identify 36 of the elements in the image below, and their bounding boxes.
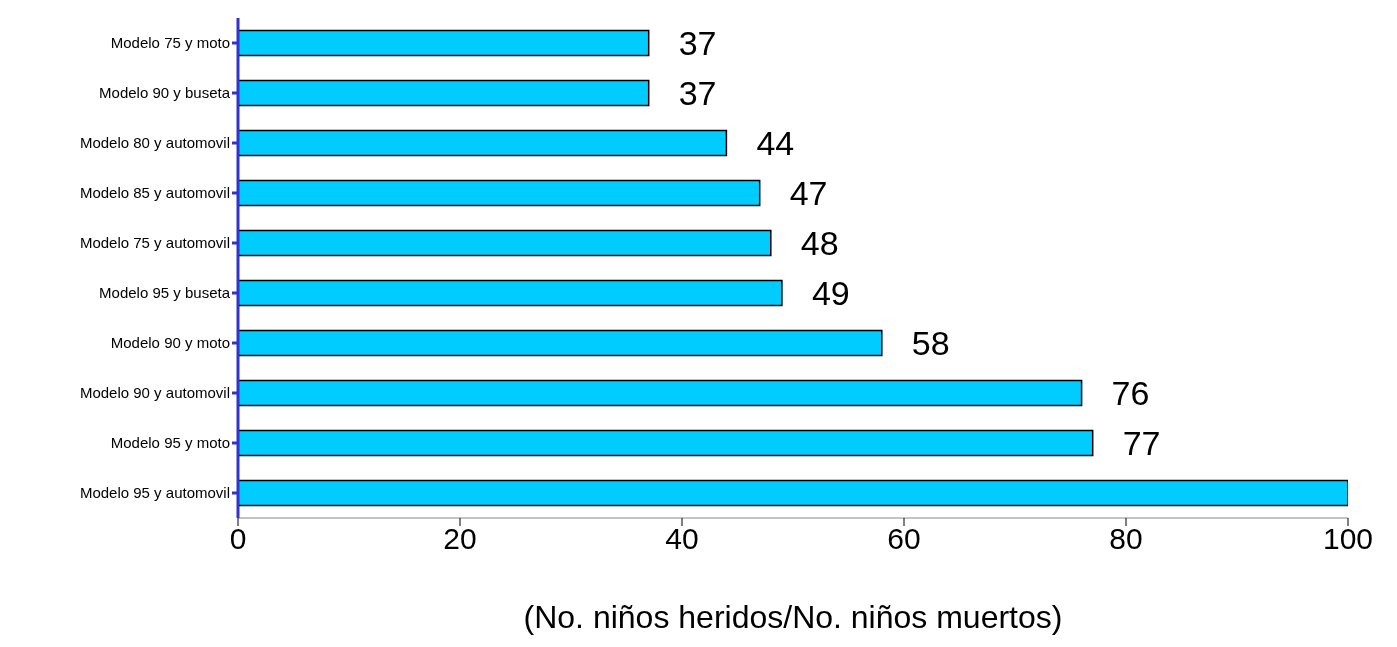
x-tick-label: 100	[1322, 522, 1374, 556]
y-tick-label: Modelo 75 y moto	[110, 34, 230, 52]
bar	[238, 379, 1083, 407]
y-tick-label: Modelo 75 y automovil	[79, 234, 230, 252]
data-label: 76	[1111, 374, 1150, 413]
y-tick-label: Modelo 85 y automovil	[79, 184, 230, 202]
bar	[238, 479, 1348, 507]
data-label: 77	[1122, 424, 1161, 463]
y-tick-label: Modelo 95 y buseta	[99, 284, 231, 302]
data-label: 37	[678, 24, 717, 63]
bar	[238, 229, 772, 257]
bar	[238, 179, 761, 207]
data-label: 37	[678, 74, 717, 113]
data-label: 47	[789, 174, 828, 213]
bar	[238, 279, 783, 307]
x-axis-title: (No. niños heridos/No. niños muertos)	[523, 599, 1063, 635]
x-tick-label: 80	[1109, 522, 1143, 556]
bar	[238, 429, 1094, 457]
y-tick-label: Modelo 90 y buseta	[99, 84, 231, 102]
bar	[238, 329, 883, 357]
bar	[238, 129, 728, 157]
data-label: 49	[811, 274, 850, 313]
bar	[238, 29, 650, 57]
x-tick-label: 20	[443, 522, 477, 556]
data-label: 48	[800, 224, 839, 263]
y-tick-label: Modelo 90 y automovil	[79, 384, 230, 402]
bar	[238, 79, 650, 107]
x-tick-label: 60	[887, 522, 921, 556]
y-tick-label: Modelo 95 y automovil	[79, 484, 230, 502]
x-tick-label: 0	[229, 522, 247, 556]
y-tick-label: Modelo 95 y moto	[110, 434, 230, 452]
data-label: 58	[911, 324, 950, 363]
y-tick-label: Modelo 80 y automovil	[79, 134, 230, 152]
x-tick-label: 40	[665, 522, 699, 556]
y-tick-label: Modelo 90 y moto	[110, 334, 230, 352]
data-label: 44	[756, 124, 795, 163]
